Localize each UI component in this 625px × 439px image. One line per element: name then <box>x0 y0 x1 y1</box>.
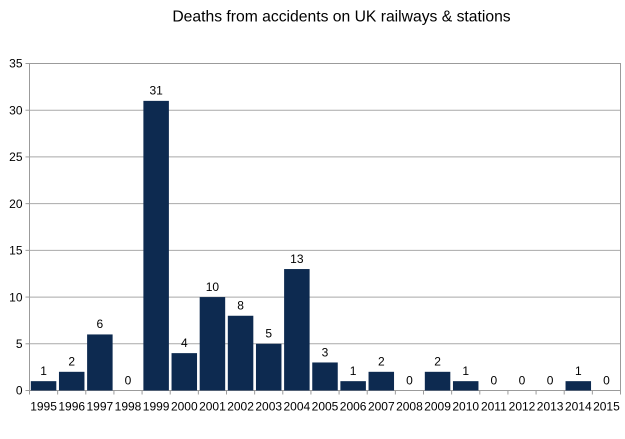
svg-text:1: 1 <box>350 364 357 378</box>
svg-text:0: 0 <box>519 373 526 387</box>
svg-text:2011: 2011 <box>481 400 507 414</box>
svg-text:0: 0 <box>491 373 498 387</box>
svg-text:2000: 2000 <box>171 400 198 414</box>
svg-text:5: 5 <box>16 337 23 351</box>
svg-text:2006: 2006 <box>340 400 367 414</box>
svg-text:31: 31 <box>149 84 163 98</box>
svg-text:10: 10 <box>9 290 23 304</box>
svg-text:2013: 2013 <box>537 400 564 414</box>
svg-text:2014: 2014 <box>565 400 592 414</box>
svg-text:35: 35 <box>9 57 23 71</box>
svg-text:2008: 2008 <box>396 400 423 414</box>
svg-text:1: 1 <box>575 364 582 378</box>
svg-text:2002: 2002 <box>227 400 254 414</box>
svg-text:6: 6 <box>97 317 104 331</box>
svg-text:2010: 2010 <box>452 400 479 414</box>
svg-text:4: 4 <box>181 336 188 350</box>
svg-text:2007: 2007 <box>368 400 395 414</box>
svg-text:2009: 2009 <box>424 400 451 414</box>
svg-text:20: 20 <box>9 197 23 211</box>
svg-text:25: 25 <box>9 150 23 164</box>
svg-text:2004: 2004 <box>284 400 311 414</box>
svg-text:2: 2 <box>434 355 441 369</box>
svg-text:1999: 1999 <box>143 400 170 414</box>
svg-text:1997: 1997 <box>87 400 114 414</box>
svg-text:0: 0 <box>603 373 610 387</box>
svg-text:1998: 1998 <box>115 400 142 414</box>
svg-text:0: 0 <box>547 373 554 387</box>
svg-text:2005: 2005 <box>312 400 339 414</box>
svg-text:30: 30 <box>9 103 23 117</box>
svg-text:10: 10 <box>206 280 220 294</box>
svg-text:3: 3 <box>322 345 329 359</box>
svg-text:2012: 2012 <box>509 400 536 414</box>
svg-text:1995: 1995 <box>30 400 57 414</box>
svg-text:2001: 2001 <box>199 400 226 414</box>
svg-text:2015: 2015 <box>593 400 620 414</box>
svg-text:2: 2 <box>68 355 75 369</box>
svg-text:1: 1 <box>40 364 47 378</box>
svg-text:2: 2 <box>378 355 385 369</box>
svg-text:0: 0 <box>125 373 132 387</box>
svg-text:5: 5 <box>265 327 272 341</box>
svg-text:0: 0 <box>406 373 413 387</box>
svg-text:2003: 2003 <box>255 400 282 414</box>
svg-text:0: 0 <box>16 384 23 398</box>
svg-text:8: 8 <box>237 299 244 313</box>
svg-text:Deaths from accidents on UK ra: Deaths from accidents on UK railways & s… <box>172 9 510 26</box>
svg-text:13: 13 <box>290 252 304 266</box>
svg-text:1996: 1996 <box>58 400 85 414</box>
svg-text:15: 15 <box>9 244 23 258</box>
svg-text:1: 1 <box>462 364 469 378</box>
